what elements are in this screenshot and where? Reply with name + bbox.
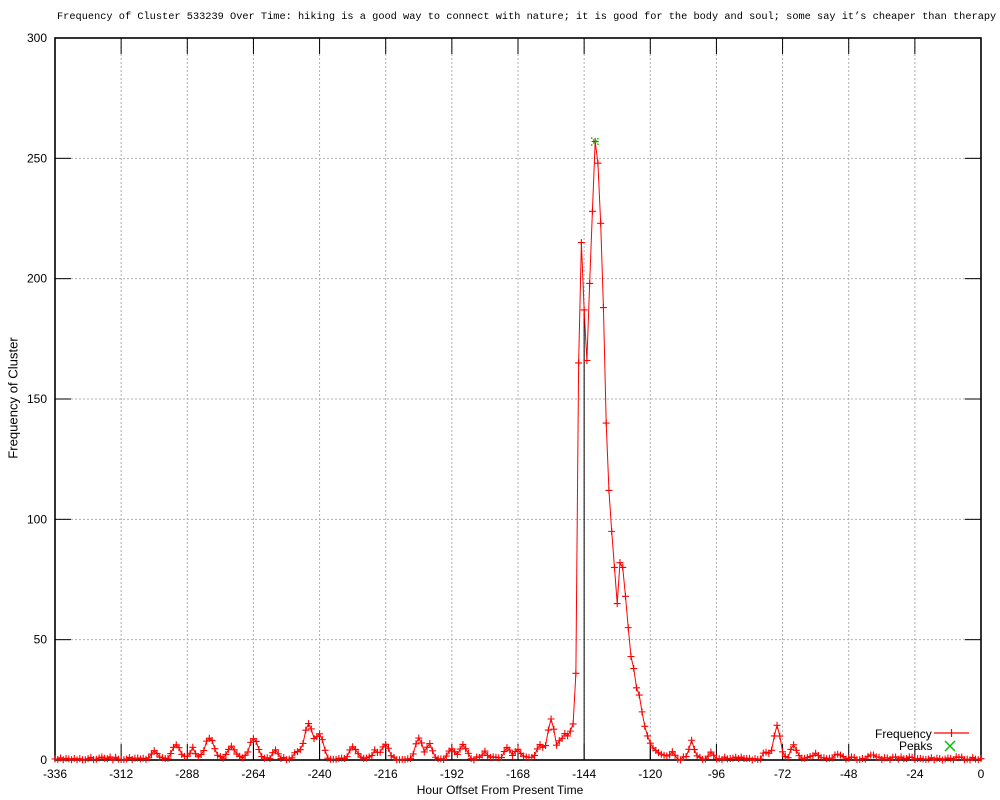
svg-text:-120: -120: [638, 767, 662, 781]
svg-text:-72: -72: [774, 767, 792, 781]
svg-text:200: 200: [27, 272, 47, 286]
svg-text:250: 250: [27, 151, 47, 165]
svg-text:-144: -144: [572, 767, 596, 781]
svg-text:-168: -168: [506, 767, 530, 781]
svg-text:-264: -264: [241, 767, 265, 781]
svg-text:0: 0: [40, 753, 47, 767]
svg-text:-96: -96: [708, 767, 726, 781]
svg-text:-240: -240: [308, 767, 332, 781]
svg-text:-24: -24: [906, 767, 924, 781]
svg-text:300: 300: [27, 31, 47, 45]
svg-text:-312: -312: [109, 767, 133, 781]
svg-text:-288: -288: [175, 767, 199, 781]
svg-text:-192: -192: [440, 767, 464, 781]
svg-text:0: 0: [978, 767, 985, 781]
svg-text:150: 150: [27, 392, 47, 406]
svg-text:-336: -336: [43, 767, 67, 781]
svg-text:-216: -216: [374, 767, 398, 781]
svg-text:100: 100: [27, 512, 47, 526]
svg-text:-48: -48: [840, 767, 858, 781]
svg-text:50: 50: [34, 633, 48, 647]
